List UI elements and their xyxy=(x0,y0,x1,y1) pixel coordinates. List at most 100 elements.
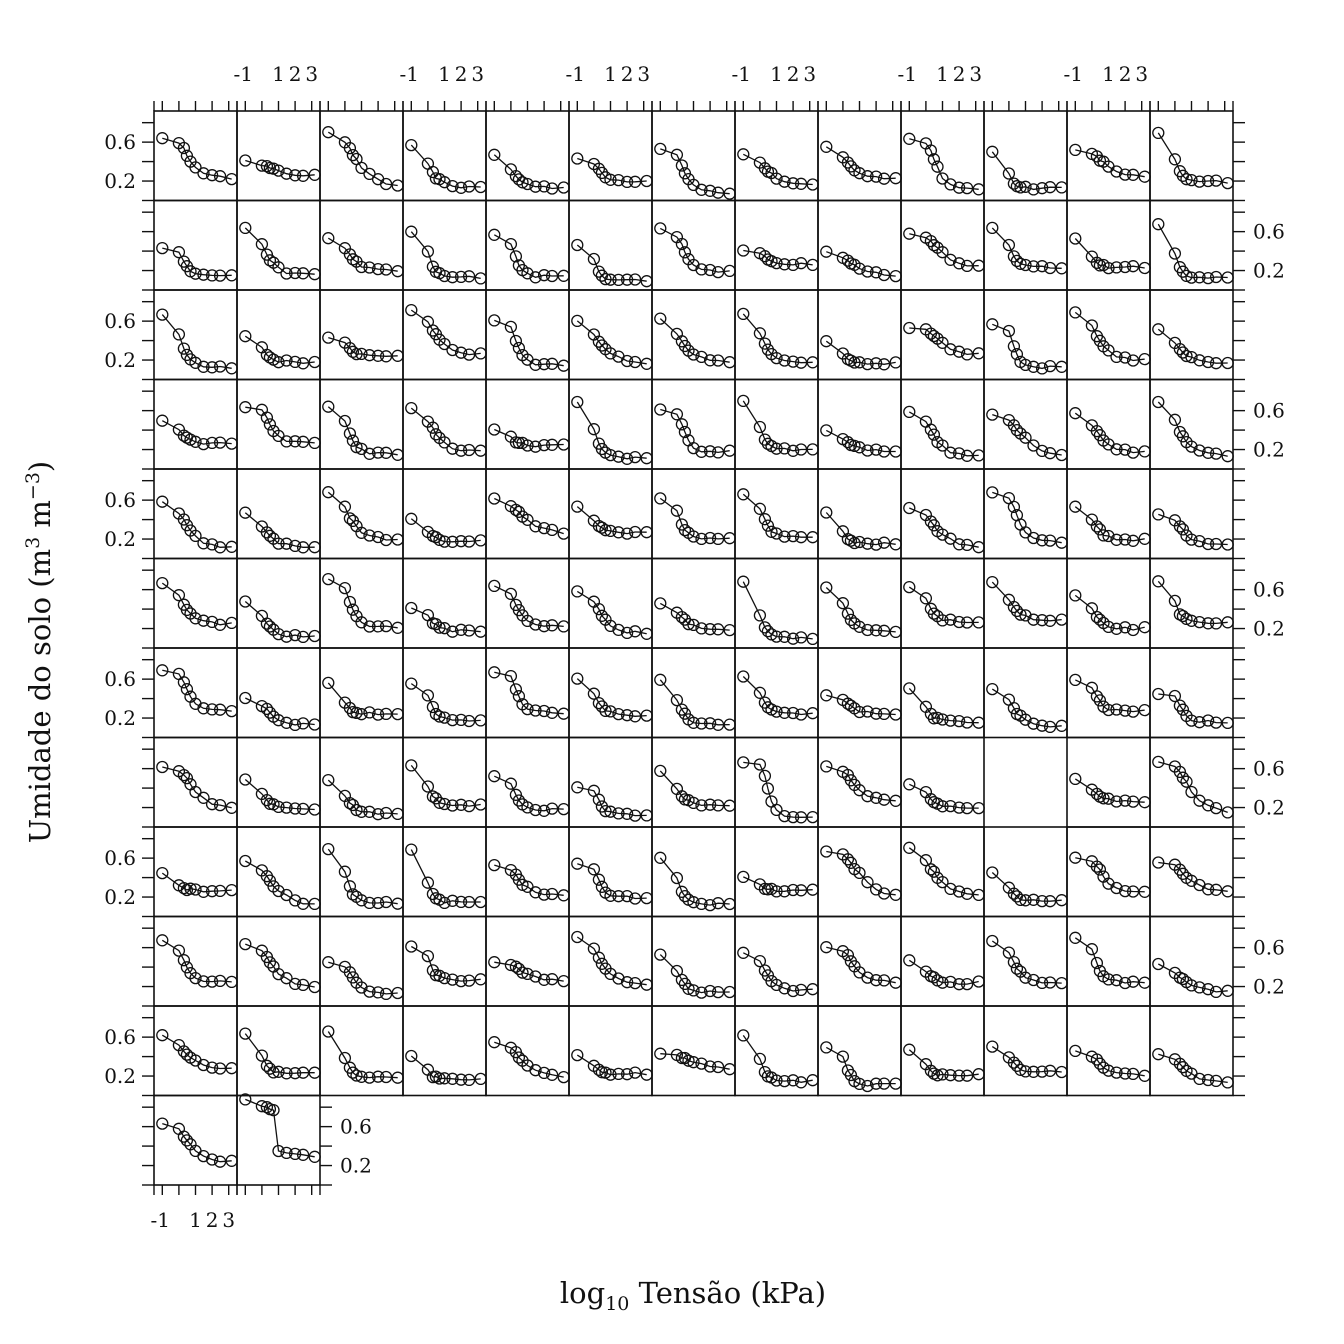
fitted-curve xyxy=(576,506,647,535)
data-point xyxy=(794,631,808,644)
panel-frame xyxy=(734,199,819,291)
data-point xyxy=(462,270,476,283)
x-tick-label: 2 xyxy=(621,62,634,86)
data-point xyxy=(1176,703,1190,716)
data-point xyxy=(786,706,800,720)
data-point xyxy=(371,808,385,821)
data-point xyxy=(592,602,606,616)
data-point xyxy=(213,436,227,449)
panel-r6-c4 xyxy=(402,557,487,649)
panel-r8-c12 xyxy=(1066,736,1151,828)
data-point xyxy=(1035,894,1049,908)
data-point xyxy=(1069,851,1082,864)
data-point xyxy=(703,898,717,912)
data-point xyxy=(986,408,999,421)
data-point xyxy=(363,1071,376,1084)
data-point xyxy=(595,166,609,180)
data-point xyxy=(529,886,542,899)
data-point xyxy=(421,245,435,258)
data-point xyxy=(620,807,634,820)
data-point xyxy=(620,273,634,286)
data-point xyxy=(189,785,202,799)
data-point xyxy=(654,851,667,864)
data-point xyxy=(765,255,778,268)
panel-r3-c2 xyxy=(236,289,321,381)
x-tick-label: 3 xyxy=(471,62,484,86)
data-point xyxy=(1069,931,1082,944)
data-point xyxy=(620,889,634,903)
data-point xyxy=(1002,167,1016,180)
data-point xyxy=(1118,884,1132,898)
panel-frame xyxy=(1066,199,1151,291)
data-point xyxy=(1043,614,1057,627)
data-point xyxy=(711,897,725,910)
panel-frame xyxy=(153,915,238,1007)
panel-r8-c3 xyxy=(319,736,404,828)
data-point xyxy=(861,357,874,371)
x-tick-label: -1 xyxy=(898,62,917,86)
data-point xyxy=(877,793,891,806)
data-point xyxy=(263,797,277,810)
data-point xyxy=(296,717,310,730)
data-point xyxy=(604,524,617,538)
data-point xyxy=(924,144,938,157)
data-point xyxy=(952,714,966,728)
fitted-curve xyxy=(826,946,896,984)
data-point xyxy=(177,342,191,355)
y-tick-label: 0.2 xyxy=(1253,438,1285,462)
data-point xyxy=(296,435,310,448)
data-point xyxy=(343,512,357,525)
data-point xyxy=(1002,238,1016,252)
data-point xyxy=(1173,863,1187,876)
data-point xyxy=(654,142,667,156)
panel-frame xyxy=(1149,1005,1234,1097)
fitted-curve xyxy=(908,1049,979,1077)
data-point xyxy=(1221,1076,1234,1089)
panel-r9-c9 xyxy=(817,826,902,918)
panel-frame xyxy=(900,1005,985,1097)
data-point xyxy=(844,699,858,712)
data-point xyxy=(156,241,169,255)
data-point xyxy=(184,882,197,895)
data-point xyxy=(1221,885,1234,898)
data-point xyxy=(263,529,277,542)
data-point xyxy=(1007,701,1021,715)
data-point xyxy=(521,177,534,191)
data-point xyxy=(346,253,360,266)
panel-frame xyxy=(236,378,321,470)
data-point xyxy=(1110,703,1123,716)
fitted-curve xyxy=(162,137,232,180)
x-tick-label: -1 xyxy=(732,62,751,86)
panel-r1-c3 xyxy=(319,110,404,202)
data-point xyxy=(454,974,468,988)
fitted-curve xyxy=(576,1054,647,1076)
data-point xyxy=(903,778,916,791)
fitted-curve xyxy=(493,154,564,190)
data-point xyxy=(488,770,501,783)
data-point xyxy=(628,175,642,188)
x-tick-label: 2 xyxy=(455,62,468,86)
data-point xyxy=(1118,621,1132,634)
fitted-curve xyxy=(659,318,730,363)
data-point xyxy=(952,447,966,460)
panel-r2-c1 xyxy=(153,199,238,291)
data-point xyxy=(346,888,360,901)
data-point xyxy=(628,976,642,990)
data-point xyxy=(379,987,393,1001)
data-point xyxy=(960,348,974,361)
panel-frame xyxy=(734,826,819,918)
data-point xyxy=(711,186,725,199)
data-point xyxy=(571,1048,584,1062)
data-point xyxy=(296,357,310,370)
data-point xyxy=(903,321,916,335)
data-point xyxy=(836,597,850,610)
data-point xyxy=(197,537,210,550)
data-point xyxy=(426,421,440,434)
panel-frame xyxy=(319,468,404,560)
data-point xyxy=(737,670,750,683)
data-point xyxy=(197,702,210,715)
data-point xyxy=(1152,395,1165,409)
data-point xyxy=(488,423,501,436)
data-point xyxy=(239,221,252,235)
data-point xyxy=(239,1027,252,1040)
